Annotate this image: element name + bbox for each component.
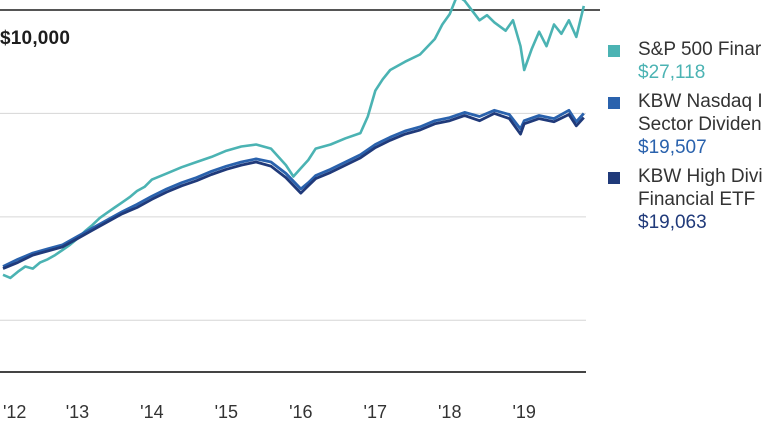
legend-item-sp500: S&P 500 Finar $27,118 [606, 38, 768, 84]
legend-value-sp500: $27,118 [638, 62, 706, 83]
x-tick-label-4: '16 [289, 402, 312, 422]
legend-name-kbw-high-div-line1: KBW High Divi [638, 166, 763, 187]
x-tick-label-7: '19 [512, 402, 535, 422]
legend-value-kbw-high-div: $19,063 [638, 212, 707, 233]
x-tick-label-1: '13 [66, 402, 89, 422]
legend-swatch-sp500 [608, 45, 620, 57]
x-tick-label-0: '12 [3, 402, 26, 422]
series-line-0 [2, 0, 586, 280]
x-tick-label-3: '15 [215, 402, 238, 422]
legend-item-kbw-nasdaq: KBW Nasdaq I Sector Dividen $19,507 [606, 90, 768, 159]
legend-name-kbw-nasdaq-line2: Sector Dividen [638, 114, 762, 135]
legend-swatch-kbw-nasdaq [608, 97, 620, 109]
gridlines [0, 112, 586, 373]
legend-name-kbw-high-div-line2: Financial ETF [638, 189, 756, 210]
line-chart: '12 '13 '14 '15 '16 '17 '18 '19 [0, 0, 600, 422]
legend: S&P 500 Finar $27,118 KBW Nasdaq I Secto… [606, 38, 768, 240]
x-tick-label-2: '14 [140, 402, 163, 422]
legend-name-sp500: S&P 500 Finar [638, 39, 762, 60]
series-line-1 [2, 108, 585, 268]
x-axis: '12 '13 '14 '15 '16 '17 '18 '19 [3, 402, 536, 422]
series-lines [2, 0, 586, 280]
x-tick-label-5: '17 [364, 402, 387, 422]
legend-item-kbw-high-div: KBW High Divi Financial ETF $19,063 [606, 165, 768, 234]
x-tick-label-6: '18 [438, 402, 461, 422]
legend-value-kbw-nasdaq: $19,507 [638, 137, 707, 158]
legend-name-kbw-nasdaq-line1: KBW Nasdaq I [638, 91, 763, 112]
series-line-2 [2, 112, 585, 270]
legend-swatch-kbw-high-div [608, 172, 620, 184]
y-axis-top-label: $10,000 [0, 28, 71, 49]
